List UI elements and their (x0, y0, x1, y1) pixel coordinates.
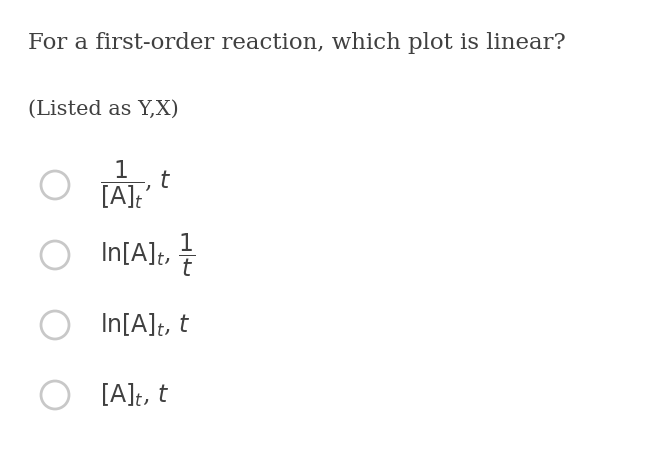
Text: $\dfrac{1}{[\mathrm{A}]_t}$, $t$: $\dfrac{1}{[\mathrm{A}]_t}$, $t$ (100, 159, 172, 211)
Text: (Listed as Y,X): (Listed as Y,X) (28, 100, 179, 119)
Text: $\mathrm{ln}[\mathrm{A}]_t$, $t$: $\mathrm{ln}[\mathrm{A}]_t$, $t$ (100, 311, 190, 338)
Text: For a first-order reaction, which plot is linear?: For a first-order reaction, which plot i… (28, 32, 566, 54)
Text: $\mathrm{ln}[\mathrm{A}]_t$, $\dfrac{1}{t}$: $\mathrm{ln}[\mathrm{A}]_t$, $\dfrac{1}{… (100, 231, 196, 278)
Text: $[\mathrm{A}]_t$, $t$: $[\mathrm{A}]_t$, $t$ (100, 381, 169, 408)
